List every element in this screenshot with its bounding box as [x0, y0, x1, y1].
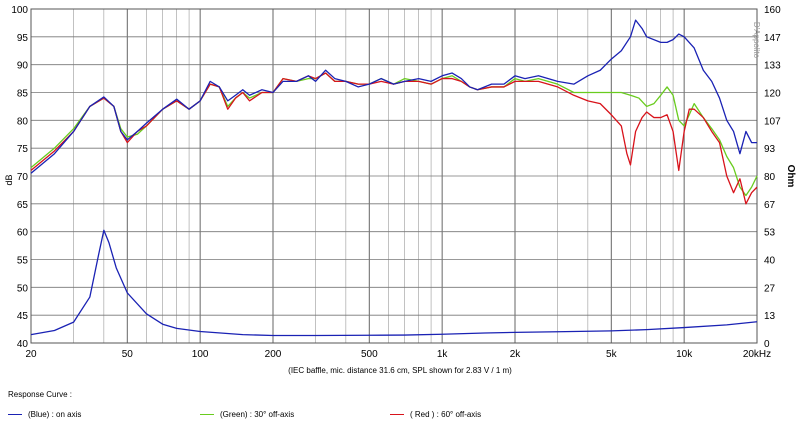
x-tick-label: 20kHz: [743, 349, 771, 360]
y-right-tick-label: 133: [764, 61, 781, 72]
y-left-tick-labels: 100 95 90 85 80 75 70 65 60 55 50 45 40: [11, 5, 28, 350]
y-left-tick-label: 90: [17, 61, 29, 72]
y-left-tick-label: 55: [17, 256, 29, 267]
y-right-tick-label: 147: [764, 33, 781, 44]
x-tick-label: 200: [265, 349, 282, 360]
y-right-tick-label: 160: [764, 5, 781, 16]
series-line-0: [30, 19, 757, 174]
legend-swatch-red: [390, 414, 404, 415]
series-lines: [30, 19, 758, 337]
legend-label-green: (Green) : 30° off-axis: [220, 410, 295, 419]
legend-label-red: ( Red ) : 60° off-axis: [410, 410, 482, 419]
y-left-axis-label: dB: [4, 174, 14, 185]
y-right-tick-label: 13: [764, 311, 776, 322]
x-axis-label: (IEC baffle, mic. distance 31.6 cm, SPL …: [288, 366, 512, 375]
x-tick-label: 50: [122, 349, 134, 360]
y-right-tick-labels: 160 147 133 120 107 93 80 67 53 40 27 13 0: [764, 5, 781, 350]
legend-item-blue: (Blue) : on axis: [8, 410, 81, 419]
legend-item-green: (Green) : 30° off-axis: [200, 410, 294, 419]
legend-item-red: ( Red ) : 60° off-axis: [390, 410, 481, 419]
y-right-axis-label: Ohm: [785, 165, 796, 188]
legend-swatch-green: [200, 414, 214, 415]
y-left-tick-label: 80: [17, 116, 29, 127]
y-left-tick-label: 95: [17, 33, 29, 44]
y-left-tick-label: 50: [17, 283, 29, 294]
y-left-tick-label: 100: [11, 5, 28, 16]
y-right-tick-label: 80: [764, 172, 776, 183]
y-right-tick-label: 93: [764, 144, 776, 155]
legend-label-blue: (Blue) : on axis: [28, 410, 82, 419]
watermark: D'Appolito: [752, 22, 761, 59]
series-line-1: [30, 72, 758, 197]
y-left-tick-label: 45: [17, 311, 29, 322]
y-right-tick-label: 120: [764, 89, 781, 100]
series-line-3: [30, 229, 758, 337]
legend-swatch-blue: [8, 414, 22, 415]
grid-lines: [31, 9, 757, 343]
y-right-tick-label: 107: [764, 116, 781, 127]
y-right-tick-label: 40: [764, 256, 776, 267]
x-tick-label: 500: [361, 349, 378, 360]
y-left-tick-label: 70: [17, 172, 29, 183]
y-left-tick-label: 60: [17, 228, 29, 239]
y-right-tick-label: 67: [764, 200, 776, 211]
x-tick-label: 100: [192, 349, 209, 360]
y-left-tick-label: 85: [17, 89, 29, 100]
y-left-tick-label: 65: [17, 200, 29, 211]
x-tick-label: 2k: [510, 349, 522, 360]
legend-title: Response Curve :: [8, 390, 73, 399]
x-tick-label: 20: [25, 349, 37, 360]
x-tick-label: 10k: [676, 349, 693, 360]
y-right-tick-label: 53: [764, 228, 776, 239]
x-tick-labels: 20 50 100 200 500 1k 2k 5k 10k 20kHz: [25, 349, 771, 360]
y-right-tick-label: 27: [764, 283, 776, 294]
y-right-tick-label: 0: [764, 339, 770, 350]
y-left-tick-label: 75: [17, 144, 29, 155]
y-left-tick-label: 40: [17, 339, 29, 350]
x-tick-label: 1k: [437, 349, 449, 360]
x-tick-label: 5k: [606, 349, 618, 360]
